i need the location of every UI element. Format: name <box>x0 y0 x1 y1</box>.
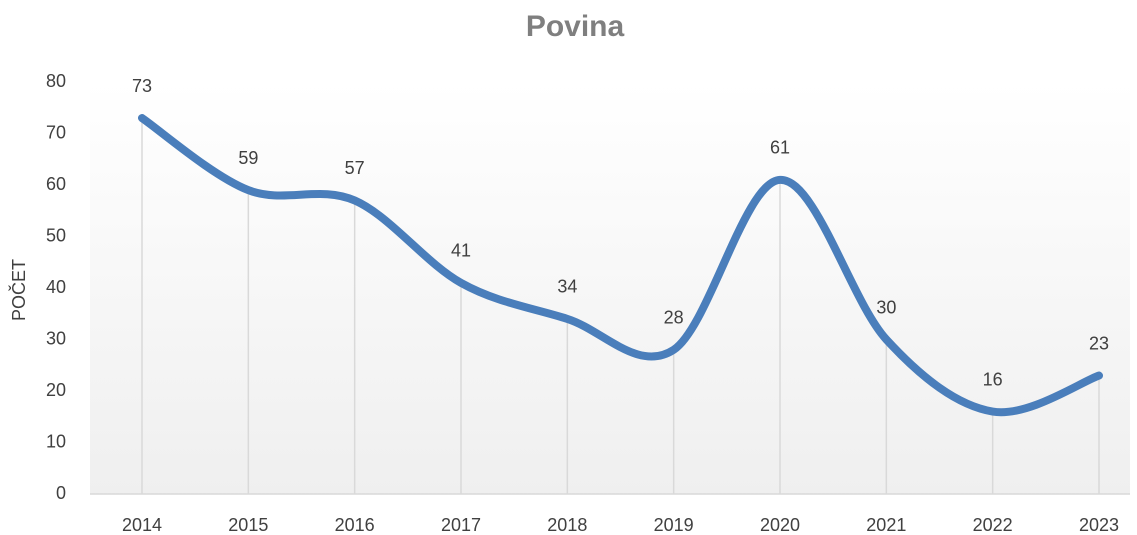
y-tick-label: 80 <box>46 71 66 91</box>
data-label: 61 <box>770 138 790 158</box>
y-axis-label: POČET <box>8 259 29 321</box>
y-tick-label: 60 <box>46 174 66 194</box>
x-tick-label: 2014 <box>122 515 162 535</box>
y-tick-label: 40 <box>46 277 66 297</box>
x-tick-label: 2022 <box>973 515 1013 535</box>
data-label: 23 <box>1089 333 1109 353</box>
y-tick-label: 50 <box>46 225 66 245</box>
data-label: 73 <box>132 76 152 96</box>
x-tick-label: 2018 <box>547 515 587 535</box>
x-tick-label: 2019 <box>654 515 694 535</box>
data-label: 28 <box>664 308 684 328</box>
y-tick-label: 70 <box>46 122 66 142</box>
line <box>138 114 1103 417</box>
x-tick-label: 2023 <box>1079 515 1119 535</box>
x-tick-label: 2017 <box>441 515 481 535</box>
data-label: 59 <box>238 148 258 168</box>
x-tick-label: 2015 <box>228 515 268 535</box>
chart-title: Povina <box>526 10 625 43</box>
y-tick-label: 20 <box>46 380 66 400</box>
x-tick-label: 2021 <box>866 515 906 535</box>
data-label: 30 <box>876 297 896 317</box>
x-tick-label: 2016 <box>335 515 375 535</box>
x-tick-label: 2020 <box>760 515 800 535</box>
data-label: 41 <box>451 241 471 261</box>
data-label: 57 <box>345 158 365 178</box>
y-tick-label: 0 <box>56 483 66 503</box>
y-tick-label: 30 <box>46 328 66 348</box>
data-label: 34 <box>557 277 577 297</box>
plot-background <box>90 82 1130 494</box>
data-label: 16 <box>983 369 1003 389</box>
y-tick-label: 10 <box>46 431 66 451</box>
